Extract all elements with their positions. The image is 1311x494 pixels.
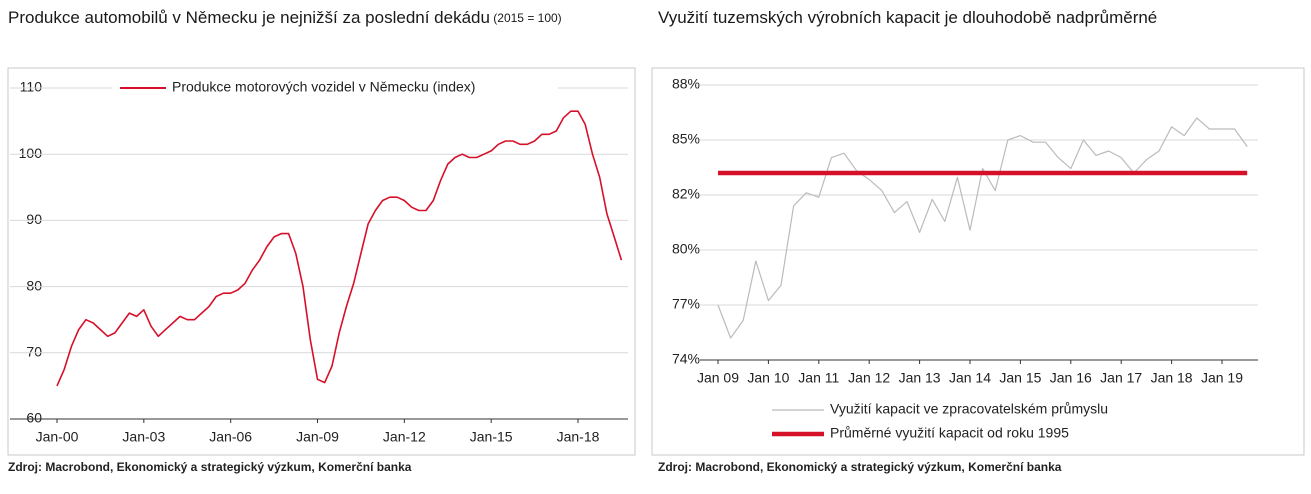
legend-label: Průměrné využití kapacit od roku 1995 — [830, 425, 1069, 441]
y-tick-label: 70 — [26, 344, 42, 360]
x-tick-label: Jan 14 — [949, 370, 991, 386]
y-tick-label: 60 — [26, 410, 42, 426]
y-tick-label: 88% — [672, 76, 700, 92]
y-tick-label: 74% — [672, 351, 700, 367]
x-tick-label: Jan 11 — [798, 370, 839, 386]
legend-label: Produkce motorových vozidel v Německu (i… — [172, 79, 475, 95]
y-tick-label: 80 — [26, 277, 42, 293]
x-tick-label: Jan 09 — [697, 370, 739, 386]
y-tick-label: 80% — [672, 241, 700, 257]
y-tick-label: 110 — [20, 79, 43, 95]
chart-subtitle: (2015 = 100) — [490, 11, 562, 25]
plot-frame — [651, 67, 1305, 456]
y-tick-label: 85% — [672, 131, 700, 147]
x-tick-label: Jan 10 — [747, 370, 789, 386]
plot-frame — [7, 67, 636, 456]
chart-title: Produkce automobilů v Německu je nejnižš… — [8, 8, 562, 27]
x-tick-label: Jan 17 — [1100, 370, 1142, 386]
series-line — [717, 117, 1248, 339]
y-tick-label: 100 — [19, 145, 43, 161]
source: Zdroj: Macrobond, Ekonomický a strategic… — [658, 460, 1062, 474]
x-tick-label: Jan-03 — [122, 429, 165, 445]
source: Zdroj: Macrobond, Ekonomický a strategic… — [8, 460, 412, 474]
legend-bg — [112, 78, 558, 98]
x-tick-label: Jan-12 — [383, 429, 426, 445]
x-tick-label: Jan-09 — [296, 429, 339, 445]
series-line — [56, 110, 623, 387]
x-tick-label: Jan-18 — [557, 429, 600, 445]
chart-title: Využití tuzemských výrobních kapacit je … — [658, 8, 1157, 27]
x-tick-label: Jan 18 — [1151, 370, 1193, 386]
x-tick-label: Jan 19 — [1201, 370, 1243, 386]
x-tick-label: Jan-06 — [209, 429, 252, 445]
x-tick-label: Jan 12 — [848, 370, 890, 386]
x-tick-label: Jan-00 — [36, 429, 79, 445]
x-tick-label: Jan 15 — [999, 370, 1041, 386]
x-tick-label: Jan 13 — [899, 370, 941, 386]
x-tick-label: Jan-15 — [470, 429, 513, 445]
x-tick-label: Jan 16 — [1050, 370, 1092, 386]
y-tick-label: 90 — [26, 211, 42, 227]
y-tick-label: 77% — [672, 296, 700, 312]
y-tick-label: 82% — [672, 186, 700, 202]
legend-label: Využití kapacit ve zpracovatelském průmy… — [830, 401, 1108, 417]
